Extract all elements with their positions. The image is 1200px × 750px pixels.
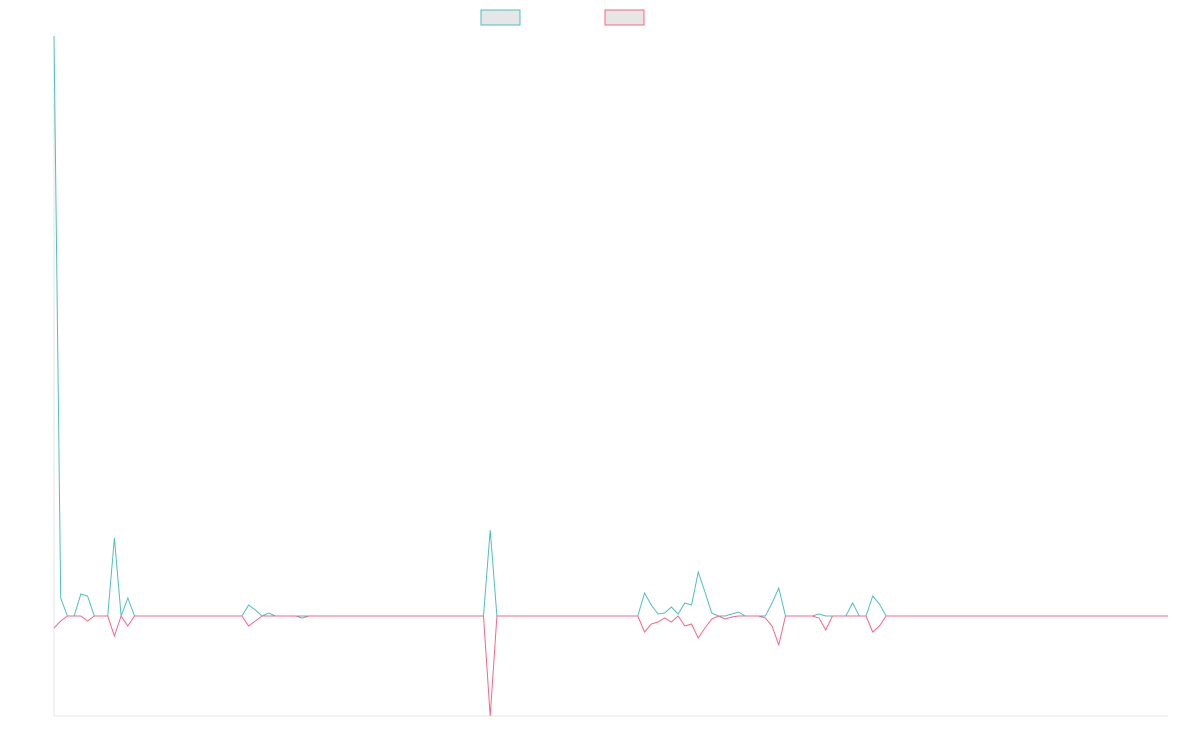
legend-swatch (604, 9, 645, 26)
legend-swatch (480, 9, 521, 26)
series-line (53, 614, 1168, 717)
series-line (53, 35, 1168, 617)
